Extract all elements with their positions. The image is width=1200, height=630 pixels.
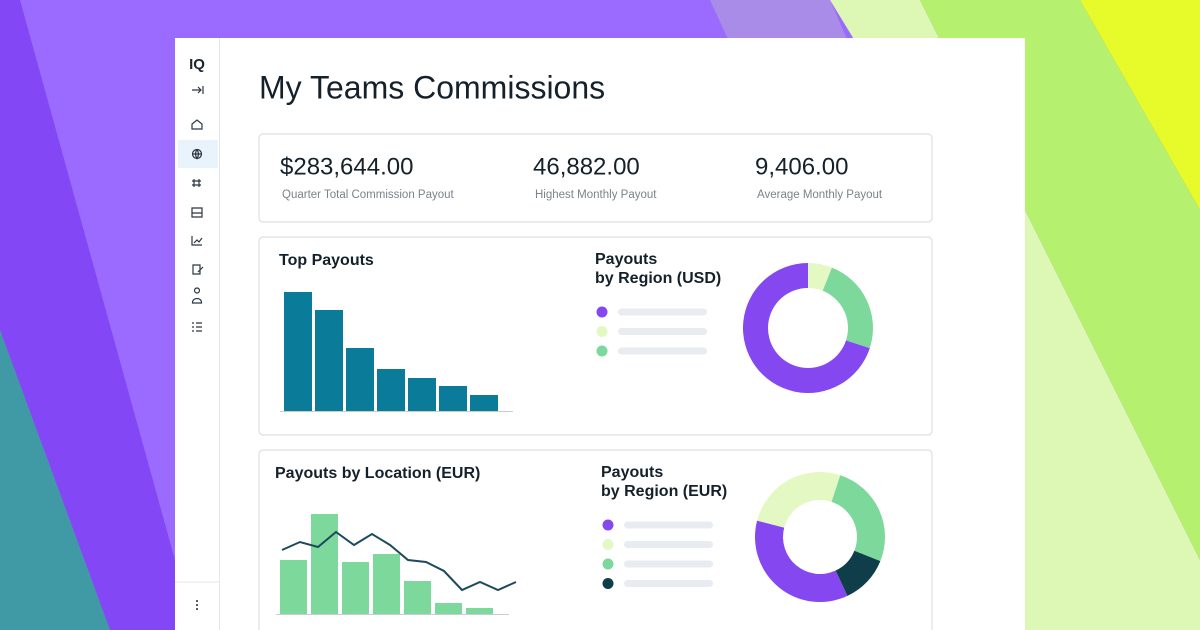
chart-title: by Region (EUR) xyxy=(601,483,727,500)
donut-segment xyxy=(742,263,870,393)
globe-detail xyxy=(192,149,202,160)
bar xyxy=(280,560,307,614)
donut-segment xyxy=(755,520,848,602)
legend-dot xyxy=(602,558,614,570)
chart-title: Top Payouts xyxy=(279,252,374,269)
chart-title: by Region (USD) xyxy=(595,270,721,287)
bar xyxy=(439,386,467,411)
legend-placeholder xyxy=(624,541,713,548)
inbox-icon[interactable] xyxy=(191,207,203,218)
bar xyxy=(377,369,405,411)
bar xyxy=(404,581,431,614)
bar xyxy=(470,395,498,411)
donut-segment xyxy=(808,263,832,291)
legend-placeholder xyxy=(618,308,707,316)
bar xyxy=(373,554,400,614)
bar xyxy=(408,378,436,411)
kpi-value: 9,406.00 xyxy=(755,153,848,180)
legend-placeholder xyxy=(624,560,713,568)
legend-placeholder xyxy=(624,580,713,587)
legend-dot xyxy=(602,519,614,531)
collapse-icon[interactable] xyxy=(192,86,204,94)
donut-segment xyxy=(831,475,885,562)
chart-title: Payouts xyxy=(595,251,657,268)
bar xyxy=(284,292,312,411)
user-icon[interactable] xyxy=(191,287,203,304)
kpi-card xyxy=(258,133,933,223)
legend-placeholder xyxy=(618,347,707,355)
donut-segment xyxy=(822,267,873,349)
legend-dot xyxy=(596,326,608,337)
edit-icon[interactable] xyxy=(192,264,204,275)
legend-dot xyxy=(602,578,614,589)
kpi-value: $283,644.00 xyxy=(280,153,413,180)
legend-dot xyxy=(596,345,608,357)
donut-segment xyxy=(757,472,841,528)
bar xyxy=(466,608,493,614)
kpi-label: Quarter Total Commission Payout xyxy=(282,189,455,201)
list-icon[interactable] xyxy=(192,322,202,332)
kpi-value: 46,882.00 xyxy=(533,153,640,180)
home-icon[interactable] xyxy=(191,119,203,130)
grid-icon[interactable] xyxy=(192,179,201,187)
bar xyxy=(315,310,343,411)
bar xyxy=(435,603,462,614)
kpi-label: Highest Monthly Payout xyxy=(535,189,657,201)
legend-placeholder xyxy=(618,328,707,335)
trend-line xyxy=(281,530,517,592)
bar xyxy=(346,348,374,411)
chart-title: Payouts by Location (EUR) xyxy=(275,465,480,482)
donut-segment xyxy=(835,550,881,596)
logo: IQ xyxy=(189,56,205,73)
sidebar: IQ xyxy=(175,38,220,630)
kpi-label: Average Monthly Payout xyxy=(757,189,883,201)
bar xyxy=(311,514,338,614)
page-title: My Teams Commissions xyxy=(259,69,605,105)
chart-icon[interactable] xyxy=(191,236,203,246)
bar xyxy=(342,562,369,614)
legend-dot xyxy=(602,539,614,550)
legend-dot xyxy=(596,306,608,318)
chart-title: Payouts xyxy=(601,464,663,481)
legend-placeholder xyxy=(624,521,713,529)
